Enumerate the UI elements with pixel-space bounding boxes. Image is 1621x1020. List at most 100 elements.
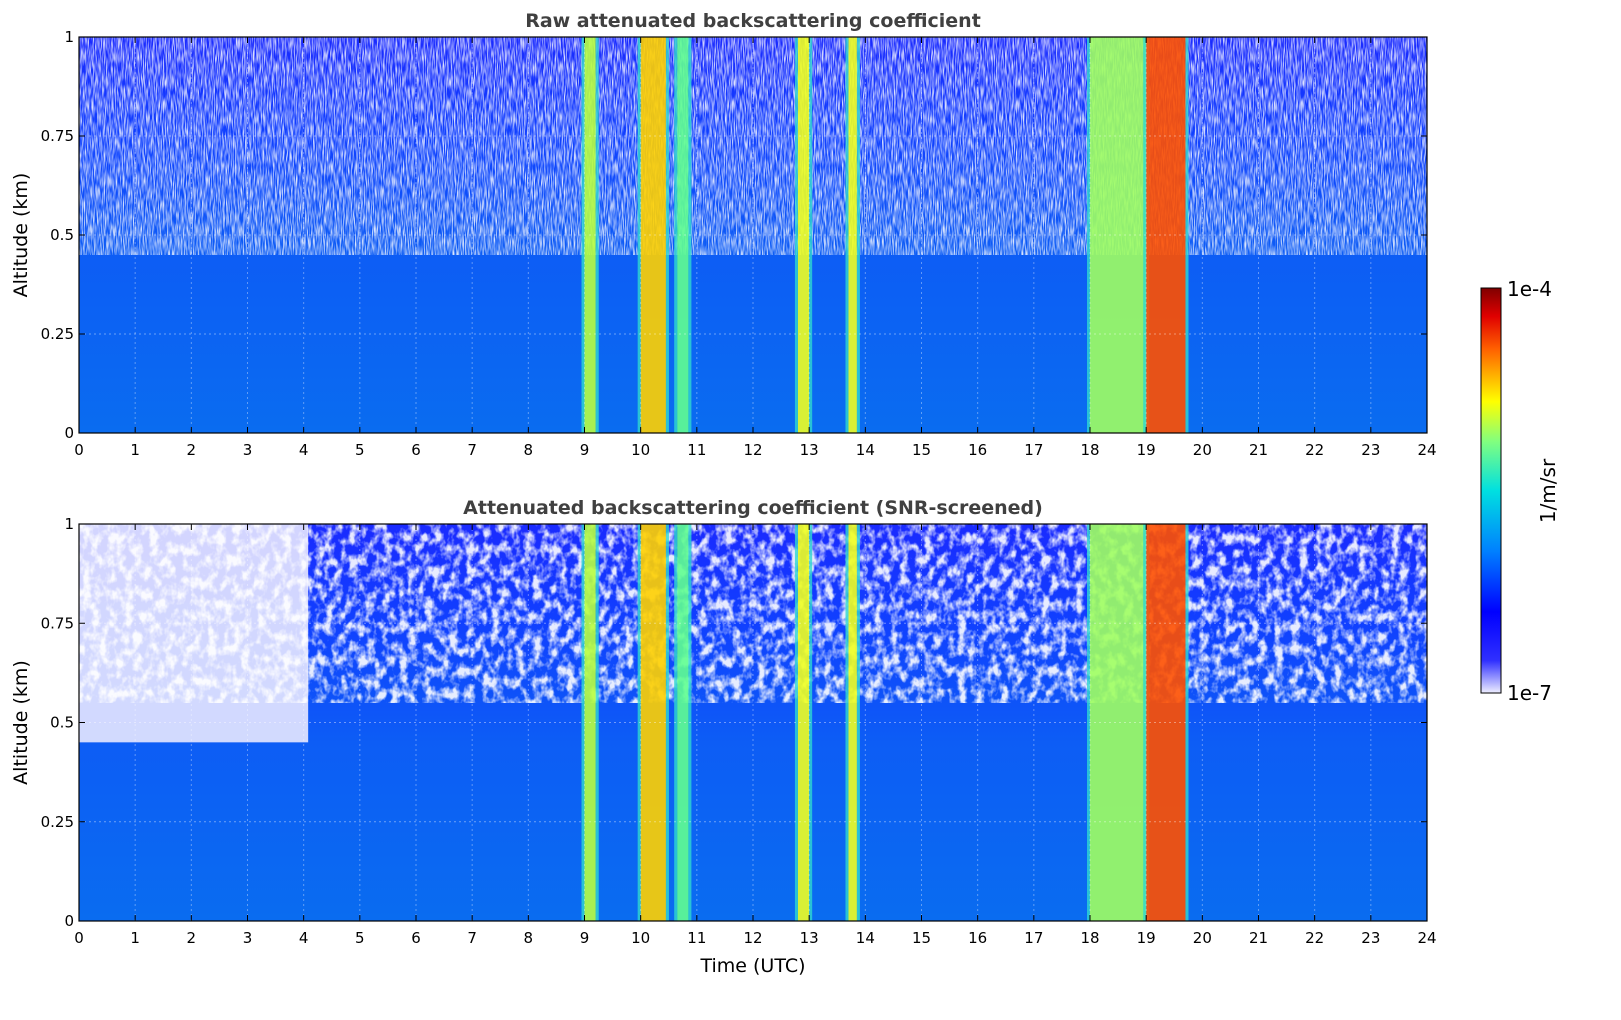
x-tick-label: 5 xyxy=(355,441,365,459)
band-edge xyxy=(637,37,641,433)
heatmap-noise xyxy=(79,524,1427,743)
band-edge xyxy=(1143,524,1147,921)
chart-title: Raw attenuated backscattering coefficien… xyxy=(525,10,981,32)
x-tick-label: 22 xyxy=(1305,441,1324,459)
backscatter-band xyxy=(797,37,810,433)
x-tick-label: 20 xyxy=(1193,929,1212,947)
x-tick-label: 17 xyxy=(1024,441,1043,459)
x-tick-label: 8 xyxy=(524,929,534,947)
band-edge xyxy=(809,524,813,921)
x-tick-label: 10 xyxy=(631,929,650,947)
band-edge xyxy=(1087,524,1090,921)
backscatter-band xyxy=(677,37,689,433)
band-edge xyxy=(595,37,599,433)
x-tick-label: 15 xyxy=(912,441,931,459)
x-tick-label: 10 xyxy=(631,441,650,459)
colorbar-gradient xyxy=(1480,287,1502,694)
y-tick-label: 1 xyxy=(64,515,74,533)
x-tick-label: 1 xyxy=(130,441,140,459)
band-edge xyxy=(581,37,585,433)
band-edge xyxy=(856,37,860,433)
x-tick-label: 24 xyxy=(1417,929,1436,947)
x-tick-label: 4 xyxy=(299,929,309,947)
chart-title: Attenuated backscattering coefficient (S… xyxy=(463,497,1043,519)
x-tick-label: 0 xyxy=(74,929,84,947)
x-tick-label: 11 xyxy=(687,441,706,459)
colorbar-unit-label: 1/m/sr xyxy=(1536,458,1560,523)
backscatter-band xyxy=(797,524,810,921)
band-edge xyxy=(1185,37,1189,433)
x-tick-label: 16 xyxy=(968,929,987,947)
y-tick-label: 0.25 xyxy=(41,813,74,831)
band-edge xyxy=(665,524,669,921)
band-edge xyxy=(581,524,585,921)
x-tick-label: 5 xyxy=(355,929,365,947)
x-tick-label: 14 xyxy=(856,929,875,947)
x-tick-label: 13 xyxy=(800,929,819,947)
chart-panel-top: 0 1 2 3 4 5 6 7 8 9 10 11 12 13 14 15 16 17 18 19 20 21 22 23 24… xyxy=(10,10,1437,459)
x-tick-label: 15 xyxy=(912,929,931,947)
backscatter-band xyxy=(848,524,857,921)
x-tick-label: 0 xyxy=(74,441,84,459)
backscatter-band xyxy=(1146,37,1186,433)
noise-speckle xyxy=(79,37,1427,255)
band-edge xyxy=(595,524,599,921)
x-tick-label: 6 xyxy=(411,929,421,947)
band-edge xyxy=(674,37,678,433)
x-tick-label: 13 xyxy=(800,441,819,459)
x-tick-label: 14 xyxy=(856,441,875,459)
x-tick-label: 18 xyxy=(1080,441,1099,459)
x-tick-label: 2 xyxy=(187,441,197,459)
colorbar: 1e-4 1e-7 1/m/sr xyxy=(1480,277,1560,705)
band-edge xyxy=(688,524,692,921)
x-tick-label: 19 xyxy=(1137,441,1156,459)
x-tick-label: 8 xyxy=(524,441,534,459)
y-tick-label: 0 xyxy=(64,424,74,442)
x-tick-label: 1 xyxy=(130,929,140,947)
x-tick-label: 6 xyxy=(411,441,421,459)
y-tick-label: 0.5 xyxy=(50,226,74,244)
x-tick-label: 23 xyxy=(1361,441,1380,459)
x-tick-label: 20 xyxy=(1193,441,1212,459)
band-edge xyxy=(856,524,860,921)
band-edge xyxy=(688,37,692,433)
backscatter-band xyxy=(584,524,596,921)
x-tick-label: 16 xyxy=(968,441,987,459)
x-tick-label: 9 xyxy=(580,441,590,459)
band-edge xyxy=(637,524,641,921)
y-axis-label: Altitude (km) xyxy=(10,173,32,298)
x-tick-label: 12 xyxy=(743,929,762,947)
noise-speckle xyxy=(79,524,1427,703)
y-tick-label: 0 xyxy=(64,912,74,930)
backscatter-band xyxy=(640,524,666,921)
backscatter-band xyxy=(640,37,666,433)
x-tick-label: 3 xyxy=(243,929,253,947)
backscatter-band xyxy=(1090,37,1147,433)
x-tick-label: 3 xyxy=(243,441,253,459)
backscatter-band xyxy=(848,37,857,433)
x-tick-label: 24 xyxy=(1417,441,1436,459)
x-tick-label: 19 xyxy=(1137,929,1156,947)
y-tick-label: 0.75 xyxy=(41,614,74,632)
heatmap-noise xyxy=(79,37,1427,255)
x-tick-label: 21 xyxy=(1249,929,1268,947)
backscatter-band xyxy=(1146,524,1186,921)
x-tick-label: 23 xyxy=(1361,929,1380,947)
y-tick-label: 0.25 xyxy=(41,325,74,343)
x-tick-label: 11 xyxy=(687,929,706,947)
band-edge xyxy=(1185,524,1189,921)
band-edge xyxy=(794,37,798,433)
y-tick-label: 0.5 xyxy=(50,714,74,732)
band-edge xyxy=(1143,37,1147,433)
band-edge xyxy=(674,524,678,921)
chart-panel-bottom: 0 1 2 3 4 5 6 7 8 9 10 11 12 13 14 15 16 17 18 19 20 21 22 23 24… xyxy=(10,497,1437,977)
x-tick-label: 4 xyxy=(299,441,309,459)
backscatter-band xyxy=(584,37,596,433)
band-edge xyxy=(665,37,669,433)
x-tick-label: 18 xyxy=(1080,929,1099,947)
band-edge xyxy=(809,37,813,433)
band-edge xyxy=(845,524,849,921)
backscatter-band xyxy=(1090,524,1147,921)
colorbar-max-label: 1e-4 xyxy=(1507,277,1552,301)
